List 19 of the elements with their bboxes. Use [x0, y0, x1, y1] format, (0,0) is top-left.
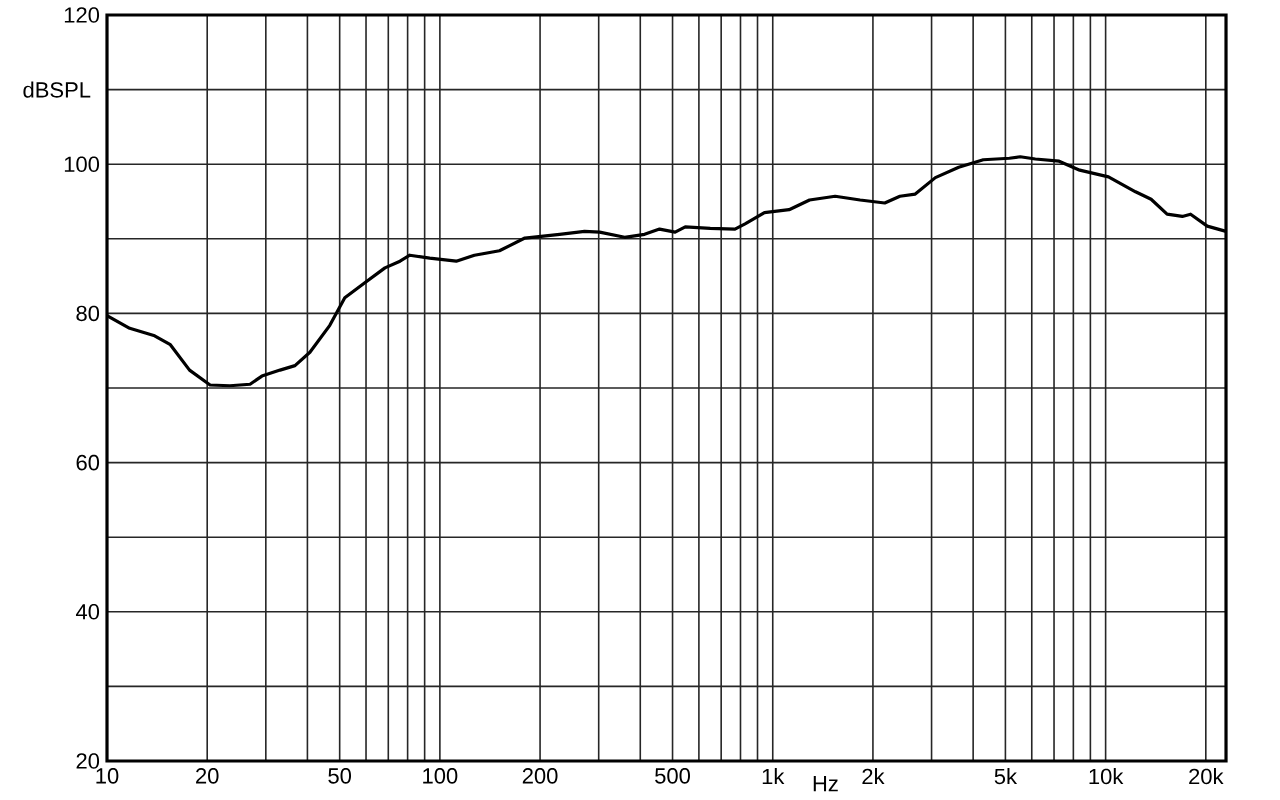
x-tick-label: 1k [762, 768, 785, 785]
x-tick-label: 20 [196, 768, 219, 784]
x-tick-label: 20k [1189, 768, 1224, 785]
y-tick-label: 100 [64, 156, 100, 172]
y-axis-title: dBSPL [23, 81, 91, 98]
x-tick-label: 100 [423, 768, 458, 784]
y-tick-label: 80 [76, 305, 100, 322]
y-tick-label: 20 [76, 753, 100, 769]
x-tick-label: 50 [328, 768, 352, 784]
y-tick-label: 60 [76, 454, 100, 471]
x-tick-label: 5k [994, 768, 1018, 785]
y-tick-label: 120 [64, 7, 100, 23]
y-tick-label: 40 [75, 604, 100, 620]
x-tick-label: 2k [862, 768, 885, 785]
x-axis-title: Hz [813, 776, 838, 792]
x-tick-label: 10k [1089, 768, 1124, 785]
x-tick-label: 200 [522, 768, 558, 784]
x-tick-label: 10 [96, 768, 119, 784]
x-tick-label: 500 [655, 768, 691, 784]
